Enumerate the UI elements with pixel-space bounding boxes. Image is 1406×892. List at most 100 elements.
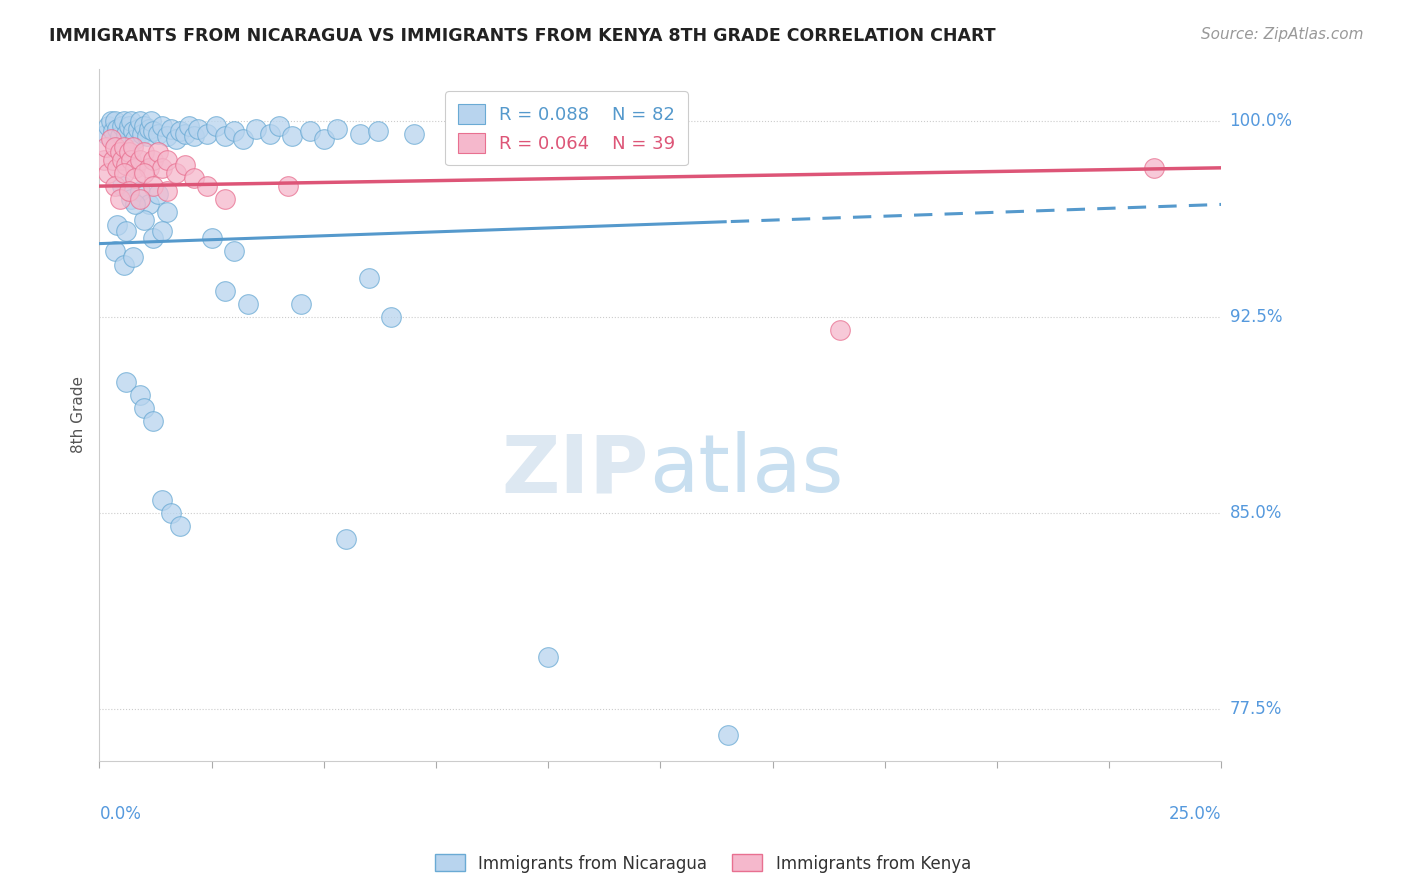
Point xyxy=(156,205,179,219)
Text: 25.0%: 25.0% xyxy=(1168,805,1222,823)
Point xyxy=(357,270,380,285)
Point xyxy=(112,258,135,272)
Point xyxy=(195,127,218,141)
Point xyxy=(124,161,146,175)
Point xyxy=(179,119,201,133)
Point xyxy=(150,119,173,133)
Point xyxy=(183,129,205,144)
Point xyxy=(259,127,281,141)
Point xyxy=(100,132,122,146)
Point xyxy=(115,375,138,389)
Point xyxy=(205,119,228,133)
Point xyxy=(138,197,160,211)
Point xyxy=(349,127,371,141)
Point xyxy=(122,250,145,264)
Point xyxy=(96,140,118,154)
Point xyxy=(112,140,135,154)
Point xyxy=(156,153,179,167)
Point xyxy=(97,119,120,133)
Point xyxy=(1143,161,1166,175)
Point xyxy=(134,166,156,180)
Point xyxy=(104,179,127,194)
Point xyxy=(134,401,156,416)
Point xyxy=(299,124,322,138)
Point xyxy=(111,119,134,133)
Point xyxy=(828,323,851,337)
Point xyxy=(214,192,236,206)
Point xyxy=(111,179,134,194)
Point xyxy=(104,244,127,259)
Point xyxy=(111,153,134,167)
Point xyxy=(326,121,349,136)
Point xyxy=(117,185,139,199)
Point xyxy=(120,153,142,167)
Point xyxy=(117,119,139,133)
Point xyxy=(150,161,173,175)
Point xyxy=(267,119,290,133)
Point xyxy=(112,113,135,128)
Point xyxy=(160,506,183,520)
Point xyxy=(146,145,169,160)
Point xyxy=(156,129,179,144)
Text: ZIP: ZIP xyxy=(502,431,650,509)
Point xyxy=(156,185,179,199)
Point xyxy=(142,414,165,428)
Point xyxy=(122,140,145,154)
Text: Source: ZipAtlas.com: Source: ZipAtlas.com xyxy=(1201,27,1364,42)
Point xyxy=(128,153,150,167)
Point xyxy=(222,124,245,138)
Point xyxy=(335,532,357,546)
Point xyxy=(169,519,191,533)
Point xyxy=(138,121,160,136)
Point xyxy=(124,132,146,146)
Point xyxy=(146,186,169,201)
Text: IMMIGRANTS FROM NICARAGUA VS IMMIGRANTS FROM KENYA 8TH GRADE CORRELATION CHART: IMMIGRANTS FROM NICARAGUA VS IMMIGRANTS … xyxy=(49,27,995,45)
Point xyxy=(93,153,115,167)
Point xyxy=(187,121,209,136)
Point xyxy=(214,284,236,298)
Point xyxy=(380,310,402,324)
Point xyxy=(134,213,156,227)
Point xyxy=(139,113,162,128)
Point xyxy=(236,296,259,310)
Point xyxy=(122,124,145,138)
Point xyxy=(173,158,195,172)
Point xyxy=(120,192,142,206)
Point xyxy=(100,113,122,128)
Text: 100.0%: 100.0% xyxy=(1230,112,1292,129)
Text: 92.5%: 92.5% xyxy=(1230,308,1282,326)
Point xyxy=(142,124,165,138)
Point xyxy=(582,113,605,128)
Text: 85.0%: 85.0% xyxy=(1230,504,1282,522)
Point xyxy=(165,132,187,146)
Point xyxy=(447,113,470,128)
Point xyxy=(97,166,120,180)
Point xyxy=(105,161,128,175)
Point xyxy=(120,113,142,128)
Point xyxy=(222,244,245,259)
Text: atlas: atlas xyxy=(650,431,844,509)
Point xyxy=(142,231,165,245)
Point xyxy=(124,197,146,211)
Point xyxy=(201,231,224,245)
Point xyxy=(112,166,135,180)
Point xyxy=(105,121,128,136)
Point xyxy=(245,121,267,136)
Point xyxy=(115,158,138,172)
Point xyxy=(108,192,131,206)
Point xyxy=(173,127,195,141)
Point xyxy=(290,296,312,310)
Point xyxy=(108,145,131,160)
Point xyxy=(150,492,173,507)
Point xyxy=(96,127,118,141)
Point xyxy=(124,171,146,186)
Point xyxy=(134,119,156,133)
Point xyxy=(115,223,138,237)
Point xyxy=(108,129,131,144)
Point xyxy=(312,132,335,146)
Point xyxy=(104,113,127,128)
Point xyxy=(281,129,304,144)
Y-axis label: 8th Grade: 8th Grade xyxy=(72,376,86,453)
Text: 0.0%: 0.0% xyxy=(100,805,142,823)
Point xyxy=(717,728,740,742)
